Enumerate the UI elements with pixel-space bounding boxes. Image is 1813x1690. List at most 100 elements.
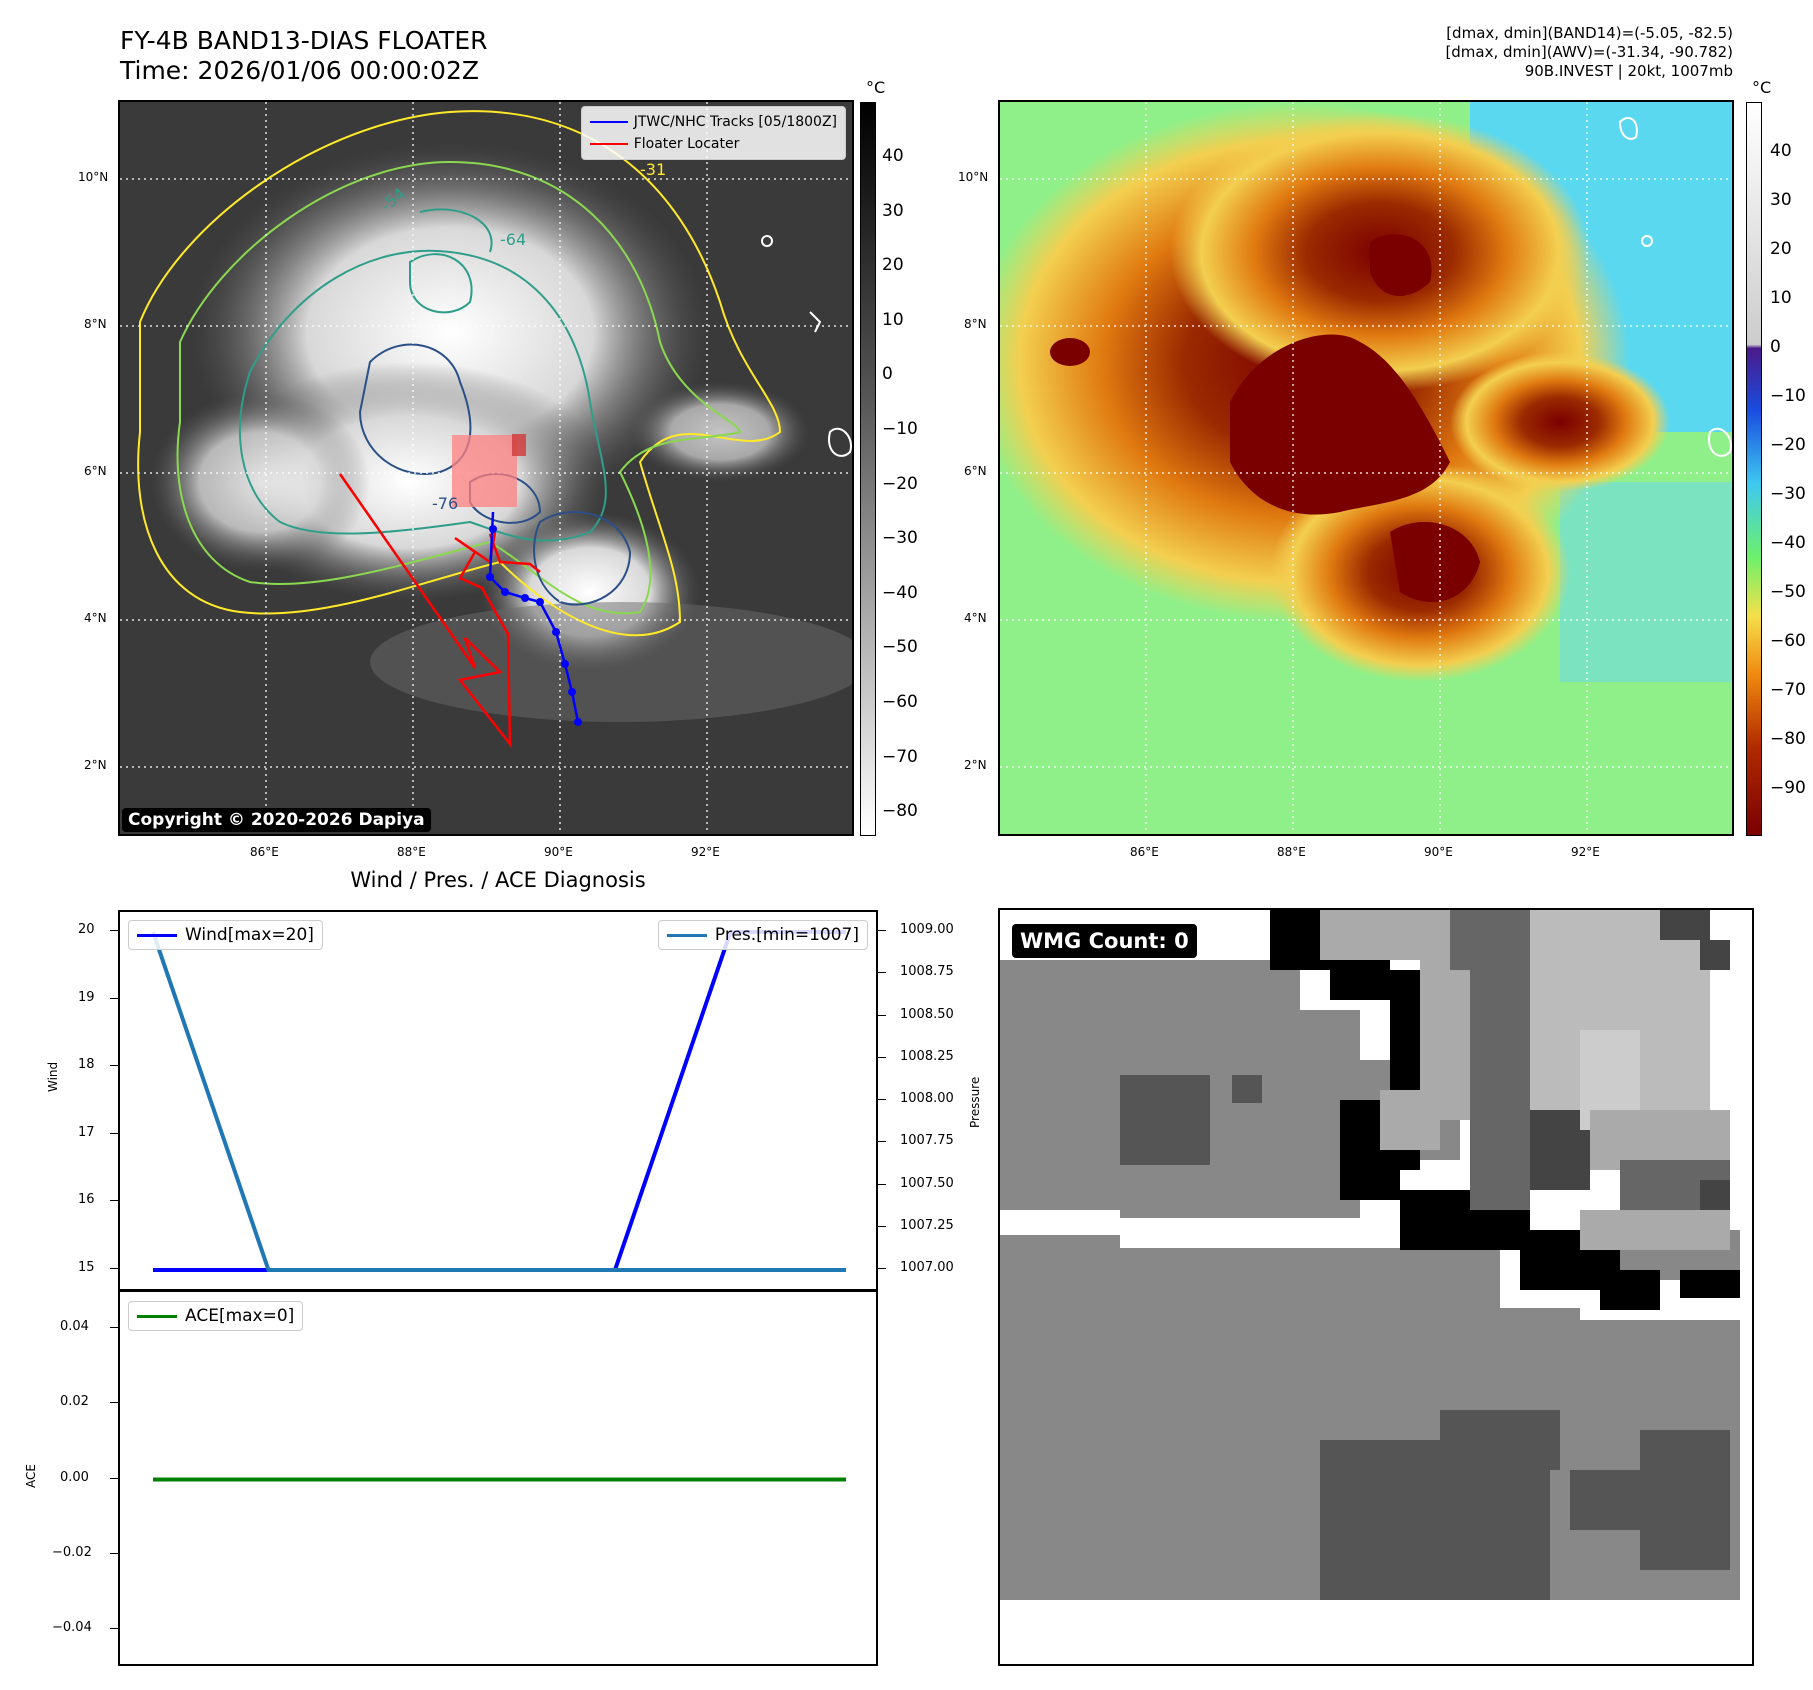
wind-tick-label: 16: [78, 1192, 95, 1208]
map-legend: JTWC/NHC Tracks [05/1800Z] Floater Locat…: [580, 106, 846, 160]
lat-tick: 10°N: [78, 170, 109, 184]
wind-tick-label: 17: [78, 1124, 95, 1140]
pressure-tick-mark: [878, 972, 886, 974]
ace-tick-mark: [110, 1326, 118, 1328]
lon-tick: 86°E: [1130, 845, 1159, 859]
ir-colorbar: [860, 102, 876, 836]
lon-tick: 88°E: [397, 845, 426, 859]
colorbar-tick-label: 30: [882, 200, 904, 221]
lat-tick: 8°N: [84, 317, 107, 331]
wind-pres-plot: [151, 930, 846, 1272]
pressure-tick-label: 1008.75: [900, 964, 954, 980]
lat-tick: 4°N: [964, 611, 987, 625]
series-line-wind: [153, 930, 846, 1272]
ace-tick-mark: [110, 1477, 118, 1479]
wind-tick-label: 20: [78, 922, 95, 937]
ace-tick-label: 0.04: [60, 1318, 89, 1334]
ace-tick-label: 0.02: [60, 1394, 89, 1410]
colorbar-tick-label: −60: [882, 692, 918, 712]
colorbar-tick-label: −80: [882, 801, 918, 822]
series-line-pressure: [151, 931, 846, 1272]
ace-tick-label: 0.00: [60, 1469, 89, 1485]
colorbar-tick-label: −70: [882, 746, 918, 767]
wmg-panel[interactable]: WMG Count: 0: [998, 908, 1754, 1666]
lon-tick: 92°E: [1571, 845, 1600, 859]
colorbar-tick-label: −40: [882, 582, 918, 603]
contour-label-64: -64: [500, 230, 527, 249]
lon-tick: 92°E: [691, 845, 720, 859]
colorbar-tick-label: −10: [882, 419, 918, 439]
lat-tick: 8°N: [964, 317, 987, 331]
wind-tick-mark: [110, 930, 118, 931]
lat-tick: 6°N: [84, 464, 107, 478]
colorbar-tick-label: −30: [1770, 484, 1806, 504]
colorbar-tick-label: 10: [1770, 288, 1792, 308]
wind-tick-mark: [110, 1200, 118, 1202]
pressure-tick-mark: [878, 1183, 886, 1185]
legend-locater: Floater Locater: [589, 133, 837, 155]
colorbar-tick-label: 0: [1770, 337, 1781, 357]
pressure-tick-label: 1007.75: [900, 1133, 954, 1149]
pressure-tick-label: 1007.50: [900, 1175, 954, 1191]
colorbar-tick-label: 0: [882, 364, 893, 385]
colorbar-tick-label: 40: [1770, 141, 1792, 161]
wind-axis-label: Wind: [46, 1061, 60, 1092]
wind-tick-label: 18: [78, 1057, 95, 1073]
lon-tick: 90°E: [544, 845, 573, 859]
wind-tick-mark: [110, 1132, 118, 1134]
info-line-awv: [dmax, dmin](AWV)=(-31.34, -90.782): [1445, 43, 1733, 61]
pressure-tick-label: 1008.00: [900, 1091, 954, 1106]
contour-label-76: -76: [432, 494, 459, 513]
pressure-tick-label: 1008.50: [900, 1006, 954, 1022]
pressure-tick-label: 1008.25: [900, 1048, 954, 1064]
lon-tick: 86°E: [250, 845, 279, 859]
colorbar-tick-label: −60: [1770, 631, 1806, 651]
pressure-tick-mark: [878, 1268, 886, 1269]
contour-label-31: -31: [640, 160, 667, 179]
pres-legend: Pres.[min=1007]: [657, 920, 868, 950]
ir-map-panel[interactable]: -31 -54 -64 -76 JTWC/NHC Tracks [05/1800…: [118, 100, 854, 836]
colorbar-tick-label: −90: [1770, 778, 1806, 798]
colorbar-tick-label: −70: [1770, 680, 1806, 700]
wind-tick-mark: [110, 1065, 118, 1067]
info-line-storm: 90B.INVEST | 20kt, 1007mb: [1524, 62, 1733, 80]
wind-legend: Wind[max=20]: [128, 920, 323, 950]
awv-map-image: [1000, 102, 1732, 834]
lat-tick: 10°N: [958, 170, 989, 184]
figure-time: Time: 2026/01/06 00:00:02Z: [120, 56, 479, 85]
colorbar-tick-label: −20: [882, 473, 918, 494]
figure-title: FY-4B BAND13-DIAS FLOATER: [120, 26, 488, 55]
lat-tick: 4°N: [84, 611, 107, 625]
colorbar-tick-label: −50: [1770, 582, 1806, 602]
lat-tick: 6°N: [964, 464, 987, 478]
awv-colorbar: [1746, 102, 1762, 836]
colorbar-unit: °C: [1752, 78, 1772, 97]
lon-tick: 90°E: [1424, 845, 1453, 859]
legend-track: JTWC/NHC Tracks [05/1800Z]: [589, 111, 837, 133]
ace-axis-label: ACE: [24, 1464, 38, 1488]
ace-legend: ACE[max=0]: [128, 1301, 304, 1331]
colorbar-tick-label: −20: [1770, 435, 1806, 455]
wind-pres-chart[interactable]: Wind[max=20] Pres.[min=1007]: [118, 910, 878, 1292]
colorbar-tick-label: −80: [1770, 729, 1806, 749]
ace-tick-mark: [110, 1402, 118, 1404]
pressure-tick-mark: [878, 930, 886, 931]
lat-tick: 2°N: [964, 758, 987, 772]
ace-tick-mark: [110, 1628, 118, 1630]
wind-tick-label: 19: [78, 989, 95, 1005]
ace-plot: [153, 1477, 846, 1482]
pressure-tick-mark: [878, 1014, 886, 1016]
lat-tick: 2°N: [84, 758, 107, 772]
wind-tick-label: 15: [78, 1260, 95, 1275]
info-line-band14: [dmax, dmin](BAND14)=(-5.05, -82.5): [1446, 24, 1733, 42]
wmg-grid-image: [1000, 910, 1740, 1600]
colorbar-tick-label: −30: [882, 528, 918, 549]
colorbar-tick-label: 20: [1770, 239, 1792, 259]
awv-map-panel[interactable]: [998, 100, 1734, 836]
pressure-tick-label: 1007.00: [900, 1260, 954, 1275]
ace-tick-mark: [110, 1552, 118, 1554]
ace-chart[interactable]: ACE[max=0]: [118, 1289, 878, 1666]
ace-tick-label: −0.02: [52, 1544, 92, 1560]
colorbar-tick-label: −10: [1770, 386, 1806, 406]
colorbar-unit: °C: [866, 78, 886, 97]
